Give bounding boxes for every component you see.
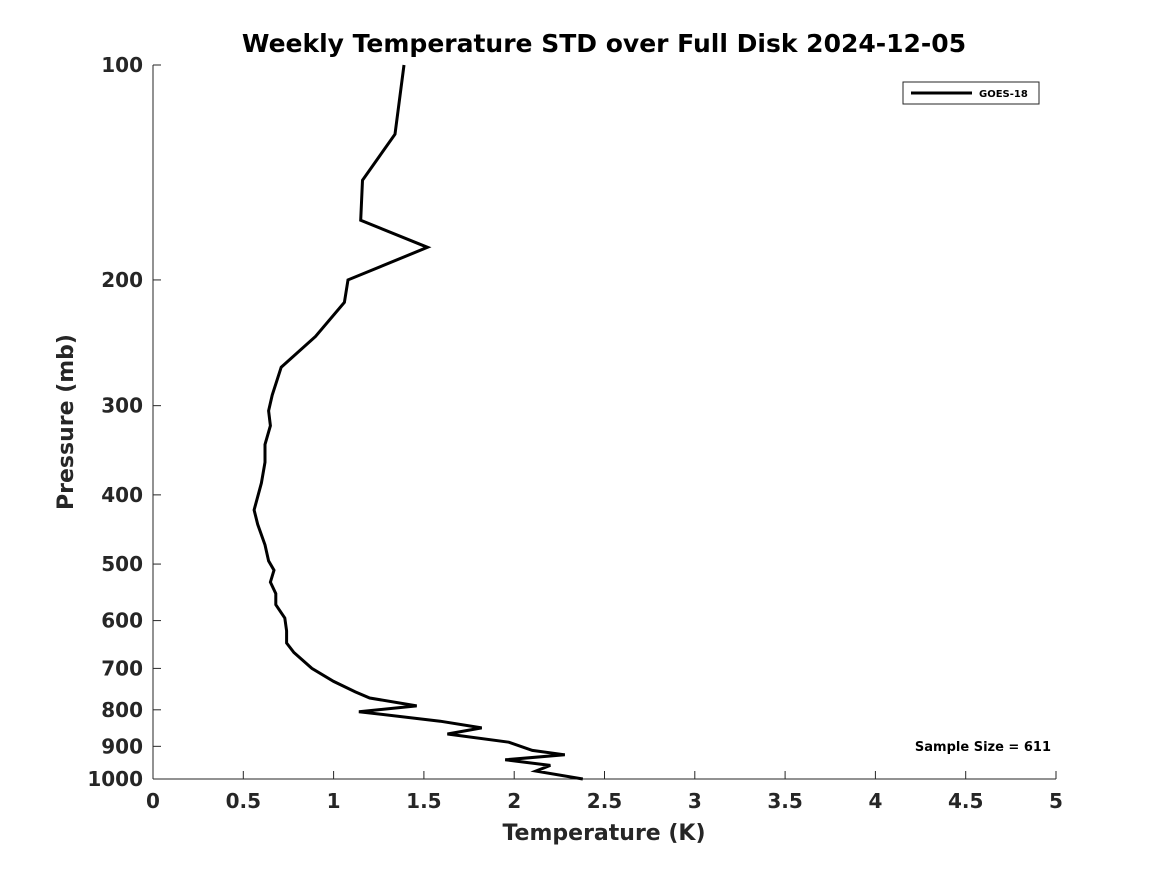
x-tick-label: 1: [327, 789, 341, 813]
x-tick-label: 2.5: [587, 789, 622, 813]
x-tick-label: 1.5: [406, 789, 441, 813]
y-tick-label: 300: [101, 394, 143, 418]
y-tick-label: 900: [101, 734, 143, 758]
y-tick-label: 200: [101, 268, 143, 292]
y-tick-label: 800: [101, 698, 143, 722]
sample-size-annotation: Sample Size = 611: [915, 740, 1051, 755]
y-tick-label: 600: [101, 609, 143, 633]
legend: GOES-18: [902, 81, 1040, 105]
legend-label: GOES-18: [979, 89, 1028, 100]
series-line-goes-18: [252, 64, 584, 781]
y-tick-label: 1000: [87, 767, 143, 791]
x-axis-label: Temperature (K): [502, 821, 705, 846]
y-axis-label: Pressure (mb): [54, 334, 79, 510]
x-tick-label: 5: [1049, 789, 1063, 813]
y-tick-label: 500: [101, 552, 143, 576]
x-tick-label: 3.5: [767, 789, 802, 813]
x-tick-label: 0: [146, 789, 160, 813]
y-tick-label: 700: [101, 656, 143, 680]
x-tick-label: 2: [507, 789, 521, 813]
y-tick-label: 400: [101, 483, 143, 507]
chart-title: Weekly Temperature STD over Full Disk 20…: [242, 29, 966, 58]
x-axis-ticks: 0 0.5 1 1.5 2 2.5 3 3.5 4 4.5 5: [146, 771, 1063, 813]
x-tick-label: 3: [688, 789, 702, 813]
y-tick-label: 100: [101, 53, 143, 77]
x-tick-label: 4: [868, 789, 882, 813]
x-tick-label: 0.5: [226, 789, 261, 813]
y-axis-ticks: 100 200 300 400 500 600 700 800 900 1000: [87, 53, 161, 791]
x-tick-label: 4.5: [948, 789, 983, 813]
